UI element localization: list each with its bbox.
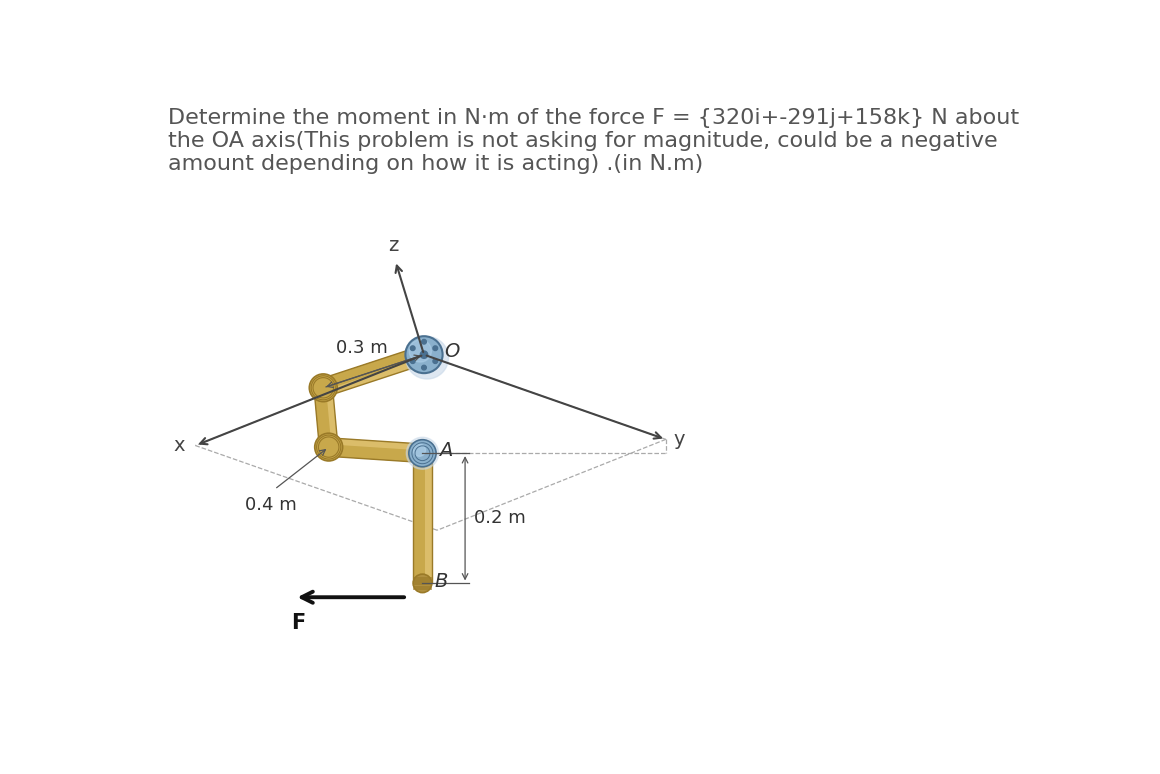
Text: z: z [389, 235, 399, 255]
Text: 0.4 m: 0.4 m [245, 495, 297, 514]
Polygon shape [326, 387, 338, 447]
Circle shape [433, 346, 437, 351]
Circle shape [411, 359, 415, 364]
Polygon shape [413, 454, 432, 584]
Polygon shape [320, 346, 422, 382]
Circle shape [433, 359, 437, 364]
Circle shape [413, 574, 432, 593]
Bar [413, 586, 432, 590]
Circle shape [411, 346, 415, 351]
Circle shape [406, 437, 438, 469]
Circle shape [422, 340, 427, 344]
Bar [413, 577, 432, 580]
Polygon shape [413, 454, 416, 584]
Text: B: B [435, 572, 448, 591]
Polygon shape [328, 438, 423, 450]
Circle shape [422, 365, 427, 370]
Text: A: A [440, 440, 452, 460]
Text: the OA axis(This problem is not asking for magnitude, could be a negative: the OA axis(This problem is not asking f… [168, 131, 998, 151]
Circle shape [406, 337, 449, 379]
Polygon shape [426, 454, 432, 584]
Text: amount depending on how it is acting) .(in N.m): amount depending on how it is acting) .(… [168, 154, 703, 173]
Circle shape [413, 444, 426, 457]
Bar [413, 581, 432, 585]
Polygon shape [314, 387, 338, 448]
Polygon shape [320, 346, 427, 396]
Circle shape [408, 440, 436, 467]
Circle shape [409, 340, 432, 362]
Circle shape [314, 433, 342, 461]
Circle shape [405, 336, 443, 373]
Polygon shape [328, 453, 422, 462]
Text: 0.2 m: 0.2 m [474, 509, 527, 527]
Text: y: y [674, 430, 686, 449]
Circle shape [310, 374, 338, 402]
Text: Determine the moment in N·m of the force F = {320i+-291j+158k} N about: Determine the moment in N·m of the force… [168, 108, 1020, 128]
Polygon shape [314, 389, 324, 448]
Text: F: F [291, 613, 305, 632]
Text: 0.3 m: 0.3 m [336, 339, 387, 358]
Polygon shape [328, 438, 423, 462]
Polygon shape [324, 358, 427, 396]
Text: O: O [444, 342, 459, 361]
Text: x: x [173, 436, 184, 455]
Circle shape [420, 351, 428, 358]
